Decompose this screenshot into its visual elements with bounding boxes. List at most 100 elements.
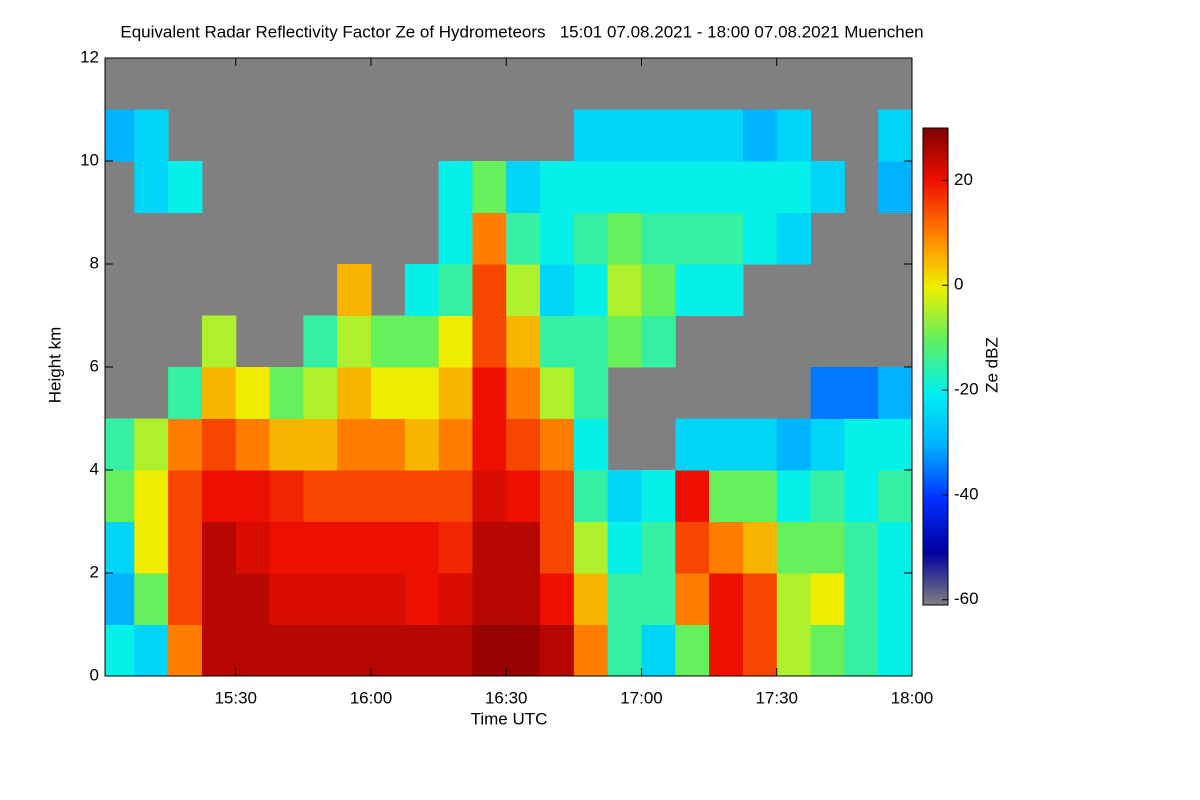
- reflectivity-cell: [472, 315, 507, 368]
- reflectivity-cell: [573, 161, 609, 213]
- reflectivity-cell: [337, 521, 372, 574]
- reflectivity-cell: [810, 367, 845, 419]
- reflectivity-cell: [675, 161, 710, 213]
- reflectivity-cell: [540, 367, 575, 419]
- reflectivity-cell: [269, 624, 304, 677]
- reflectivity-cell: [235, 367, 271, 419]
- y-tick-label: 4: [90, 459, 99, 478]
- reflectivity-cell: [506, 573, 541, 625]
- reflectivity-cell: [878, 624, 913, 677]
- reflectivity-cell: [269, 367, 304, 419]
- reflectivity-cell: [438, 212, 473, 265]
- reflectivity-cell: [472, 470, 507, 522]
- reflectivity-cell: [540, 315, 575, 368]
- reflectivity-cell: [506, 212, 541, 265]
- reflectivity-cell: [878, 573, 913, 625]
- reflectivity-cell: [641, 315, 676, 368]
- reflectivity-cell: [844, 624, 879, 677]
- reflectivity-cell: [472, 161, 507, 213]
- reflectivity-cell: [573, 264, 609, 316]
- reflectivity-cell: [269, 573, 304, 625]
- reflectivity-cell: [472, 418, 507, 471]
- reflectivity-cell: [105, 573, 135, 625]
- reflectivity-cell: [540, 418, 575, 471]
- reflectivity-cell: [201, 418, 237, 471]
- reflectivity-cell: [776, 470, 812, 522]
- reflectivity-cell: [404, 521, 440, 574]
- reflectivity-cell: [303, 624, 338, 677]
- reflectivity-cell: [742, 470, 778, 522]
- reflectivity-cell: [438, 264, 473, 316]
- reflectivity-cell: [540, 624, 575, 677]
- reflectivity-cell: [303, 521, 338, 574]
- reflectivity-cell: [337, 315, 372, 368]
- reflectivity-cell: [675, 418, 710, 471]
- reflectivity-cell: [303, 367, 338, 419]
- reflectivity-cell: [540, 470, 575, 522]
- reflectivity-cell: [168, 521, 203, 574]
- reflectivity-cell: [709, 470, 744, 522]
- reflectivity-cell: [337, 264, 372, 316]
- reflectivity-cell: [235, 573, 271, 625]
- reflectivity-cell: [134, 109, 169, 162]
- reflectivity-cell: [404, 470, 440, 522]
- reflectivity-cell: [337, 367, 372, 419]
- reflectivity-cell: [607, 624, 642, 677]
- reflectivity-cell: [235, 470, 271, 522]
- reflectivity-cell: [742, 573, 778, 625]
- reflectivity-cell: [878, 470, 913, 522]
- reflectivity-cell: [641, 624, 676, 677]
- reflectivity-cell: [742, 624, 778, 677]
- reflectivity-cell: [573, 367, 609, 419]
- colorbar-label: Ze dBZ: [982, 337, 1001, 393]
- reflectivity-cell: [573, 418, 609, 471]
- x-axis-label: Time UTC: [471, 709, 548, 728]
- reflectivity-cell: [506, 367, 541, 419]
- reflectivity-cell: [844, 521, 879, 574]
- reflectivity-cell: [540, 264, 575, 316]
- reflectivity-cell: [303, 573, 338, 625]
- reflectivity-cell: [776, 109, 812, 162]
- reflectivity-cell: [709, 418, 744, 471]
- y-tick-label: 2: [90, 562, 99, 581]
- reflectivity-cell: [675, 264, 710, 316]
- reflectivity-cell: [810, 573, 845, 625]
- colorbar: [923, 128, 948, 605]
- reflectivity-cell: [641, 573, 676, 625]
- reflectivity-cell: [675, 624, 710, 677]
- reflectivity-cell: [878, 161, 913, 213]
- reflectivity-cell: [303, 418, 338, 471]
- reflectivity-cell: [105, 521, 135, 574]
- reflectivity-cell: [878, 367, 913, 419]
- reflectivity-cell: [742, 161, 778, 213]
- reflectivity-cell: [134, 161, 169, 213]
- reflectivity-cell: [878, 109, 913, 162]
- reflectivity-cell: [201, 315, 237, 368]
- reflectivity-cell: [404, 573, 440, 625]
- reflectivity-cell: [573, 521, 609, 574]
- reflectivity-cell: [641, 212, 676, 265]
- colorbar-frame: [922, 127, 949, 606]
- reflectivity-cell: [844, 573, 879, 625]
- reflectivity-cell: [472, 212, 507, 265]
- reflectivity-cell: [709, 521, 744, 574]
- reflectivity-cell: [844, 367, 879, 419]
- reflectivity-cell: [134, 418, 169, 471]
- reflectivity-cell: [303, 470, 338, 522]
- chart-title: Equivalent Radar Reflectivity Factor Ze …: [120, 22, 923, 41]
- reflectivity-cell: [438, 418, 473, 471]
- reflectivity-cell: [607, 470, 642, 522]
- x-tick-label: 16:00: [350, 688, 393, 707]
- reflectivity-cell: [303, 315, 338, 368]
- reflectivity-cell: [438, 367, 473, 419]
- reflectivity-cell: [370, 315, 406, 368]
- reflectivity-cell: [709, 109, 744, 162]
- reflectivity-cell: [506, 418, 541, 471]
- reflectivity-cell: [607, 521, 642, 574]
- reflectivity-cell: [742, 418, 778, 471]
- reflectivity-cell: [641, 264, 676, 316]
- reflectivity-cell: [472, 367, 507, 419]
- reflectivity-cell: [370, 521, 406, 574]
- reflectivity-cell: [641, 109, 676, 162]
- reflectivity-cell: [742, 109, 778, 162]
